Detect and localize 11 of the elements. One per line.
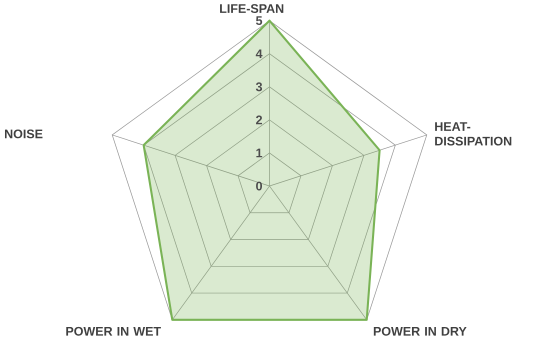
y-tick-label: 2 [256,116,262,124]
spoke-label: HEAT-DISSIPATION [435,122,512,146]
spoke-label: NOISE [4,130,42,138]
spoke-label: POWER IN DRY [374,326,467,336]
y-tick-label: 4 [256,50,262,58]
spoke-label: POWER IN WET [66,326,161,336]
y-tick-label: 1 [256,148,262,158]
y-tick-label: 3 [256,82,262,92]
y-tick-label: 5 [256,16,262,26]
spoke-label: LIFE-SPAN [220,4,284,14]
y-tick-label: 0 [256,182,262,190]
